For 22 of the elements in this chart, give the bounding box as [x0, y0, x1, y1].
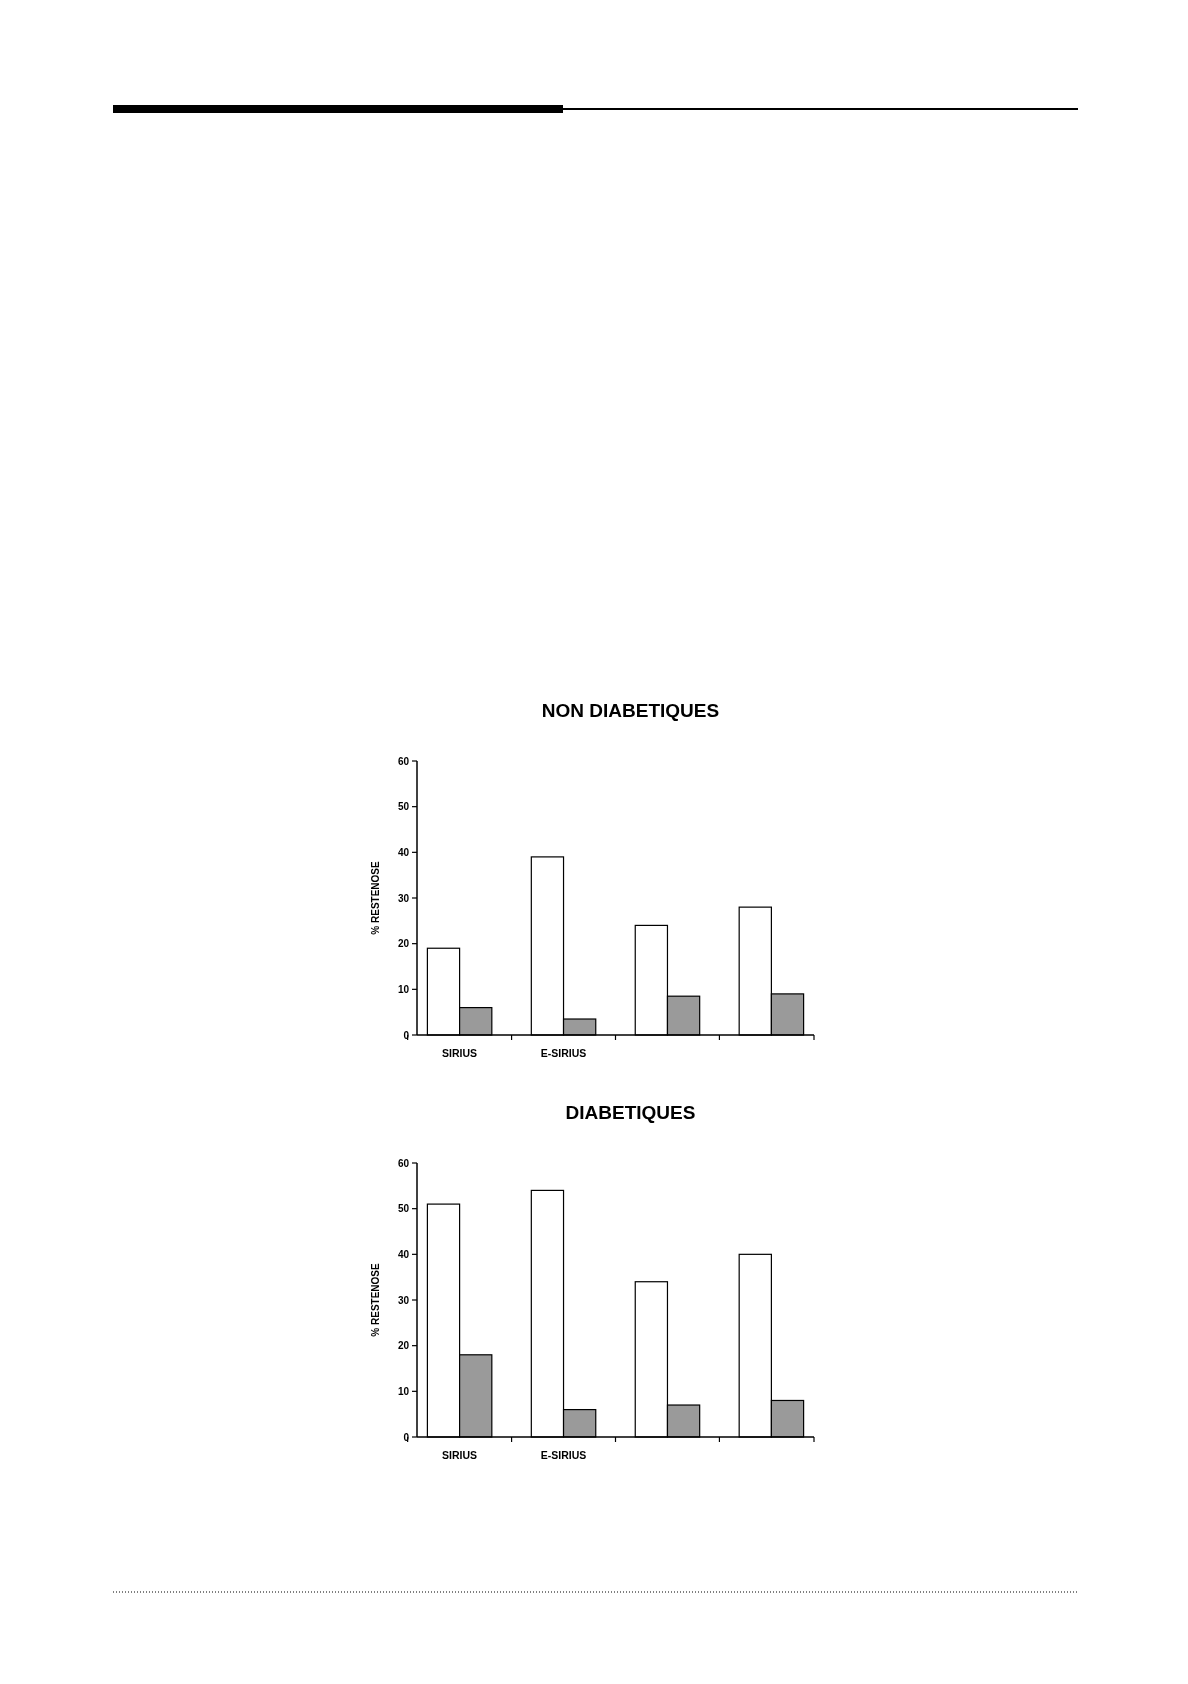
y-tick-label: 30 [397, 1294, 410, 1306]
y-tick-label: 40 [397, 1248, 410, 1260]
x-tick-label: SIRIUS [442, 1449, 478, 1461]
y-tick-label: 10 [397, 983, 410, 995]
y-tick-label: 50 [397, 1203, 410, 1215]
chart-title: NON DIABETIQUES [541, 700, 720, 721]
y-tick-label: 10 [397, 1385, 410, 1397]
x-tick-label: E-SIRIUS [540, 1047, 587, 1059]
y-tick-label: 20 [397, 1340, 410, 1352]
y-tick-label: 0 [403, 1029, 410, 1041]
y-axis-title: % RESTENOSE [370, 1263, 381, 1337]
y-tick-label: 60 [397, 755, 410, 767]
y-tick-label: 40 [397, 846, 410, 858]
y-tick-label: 30 [397, 892, 410, 904]
y-axis-title: % RESTENOSE [370, 861, 381, 935]
x-tick-label: E-SIRIUS [540, 1449, 587, 1461]
x-tick-label: SIRIUS [442, 1047, 478, 1059]
y-tick-label: 20 [397, 938, 410, 950]
y-tick-label: 60 [397, 1157, 410, 1169]
y-tick-label: 0 [403, 1431, 410, 1443]
y-tick-label: 50 [397, 801, 410, 813]
chart-title: DIABETIQUES [565, 1102, 696, 1123]
